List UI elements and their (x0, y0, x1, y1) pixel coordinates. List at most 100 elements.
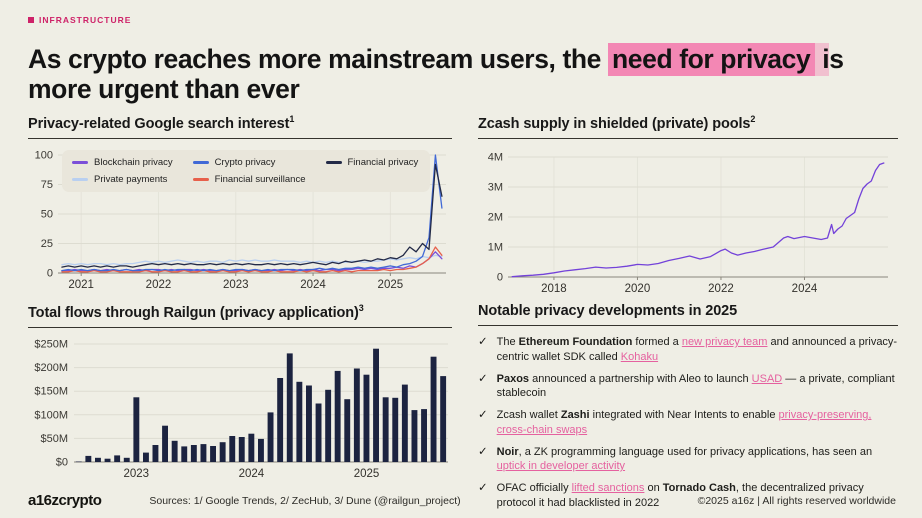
check-icon: ✓ (478, 482, 488, 495)
legend-label: Financial surveillance (214, 174, 306, 185)
svg-text:$200M: $200M (34, 362, 68, 374)
svg-text:75: 75 (41, 179, 53, 191)
title-pre: As crypto reaches more mainstream users,… (28, 44, 608, 74)
notable-text-segment: Noir (496, 445, 519, 458)
notable-item-text: Zcash wallet Zashi integrated with Near … (497, 408, 898, 437)
notable-text-segment: and announced a privacy-centric wallet S… (496, 336, 898, 363)
svg-text:$250M: $250M (34, 338, 68, 350)
legend-item: Financial privacy (325, 157, 418, 168)
search-interest-legend: Blockchain privacy Crypto privacy Financia… (62, 150, 431, 192)
railgun-chart: $0 $50M $100M $150M $200M $250M 2023 2024 2025 (34, 338, 448, 480)
legend-swatch-icon (72, 160, 88, 165)
svg-text:2023: 2023 (124, 468, 150, 480)
footnote-2: 2 (750, 114, 756, 124)
search-interest-chart: 0 25 50 75 100 2021 2022 2023 2024 2025 (35, 149, 446, 291)
zcash-title: Zcash supply in shielded (private) pools… (478, 114, 756, 132)
eyebrow: INFRASTRUCTURE (28, 15, 131, 25)
notable-item-text: Paxos announced a partnership with Aleo … (497, 372, 898, 401)
page-title: As crypto reaches more mainstream users,… (28, 43, 902, 105)
legend-item: Crypto privacy (192, 157, 306, 168)
svg-text:2021: 2021 (68, 279, 94, 291)
legend-label: Blockchain privacy (94, 157, 173, 168)
divider (478, 325, 898, 326)
svg-text:1M: 1M (488, 241, 503, 253)
notable-text-segment: announced a partnership with Aleo to lau… (529, 372, 752, 385)
svg-text:$100M: $100M (34, 409, 68, 421)
eyebrow-label: INFRASTRUCTURE (39, 15, 132, 25)
svg-text:100: 100 (35, 149, 53, 161)
svg-text:3M: 3M (488, 181, 503, 193)
svg-text:$50M: $50M (40, 433, 68, 445)
notable-text-segment: Tornado Cash (662, 482, 736, 495)
title-highlight: need for privacy (607, 43, 816, 76)
railgun-title: Total flows through Railgun (privacy app… (28, 303, 364, 321)
notable-item: ✓ Zcash wallet Zashi integrated with Near… (478, 408, 898, 437)
notable-text-segment: formed a (632, 336, 682, 348)
notable-link[interactable]: lifted sanctions (571, 482, 645, 495)
svg-text:2022: 2022 (708, 283, 734, 295)
notable-text-segment: The (496, 336, 519, 348)
notable-text-segment: OFAC officially (496, 482, 572, 495)
svg-text:25: 25 (41, 238, 53, 250)
legend-item: Private payments (72, 174, 173, 185)
zcash-chart: 0 1M 2M 3M 4M 2018 2020 2022 2024 (488, 151, 888, 295)
svg-text:2023: 2023 (223, 279, 249, 291)
notable-link[interactable]: USAD (751, 372, 783, 385)
notable-item-text: Noir, a ZK programming language used for… (497, 445, 898, 474)
footer: a16zcrypto Sources: 1/ Google Trends, 2/… (28, 492, 896, 509)
svg-text:2025: 2025 (378, 279, 404, 291)
panel-railgun: Total flows through Railgun (privacy app… (28, 303, 452, 482)
legend-swatch-icon (325, 160, 342, 165)
notable-item-text: The Ethereum Foundation formed a new pri… (497, 335, 898, 364)
notable-item: ✓ OFAC officially lifted sanctions on Tor… (478, 481, 898, 510)
divider (478, 137, 898, 139)
notable-text-segment: integrated with Near Intents to enable (589, 409, 779, 422)
svg-text:4M: 4M (488, 151, 503, 163)
copyright-text: ©2025 a16z | All rights reserved worldwi… (697, 494, 896, 507)
sources-text: Sources: 1/ Google Trends, 2/ ZecHub, 3/… (149, 494, 461, 507)
legend-label: Private payments (94, 174, 168, 185)
footnote-3: 3 (358, 303, 364, 313)
notable-link[interactable]: privacy-preserving, cross-chain swaps (496, 409, 872, 436)
svg-text:2020: 2020 (625, 283, 651, 295)
check-icon: ✓ (478, 372, 488, 385)
svg-text:2M: 2M (488, 211, 503, 223)
title-post: is more urgent than ever (28, 44, 844, 105)
notable-text-segment: Zashi (560, 409, 590, 422)
legend-item: Blockchain privacy (72, 157, 173, 168)
search-interest-title: Privacy-related Google search interest1 (28, 114, 295, 132)
notable-text-segment: — a private, compliant stablecoin (496, 372, 895, 400)
svg-text:2024: 2024 (239, 468, 265, 480)
notable-text-segment: Paxos (496, 372, 530, 385)
svg-text:0: 0 (47, 267, 53, 279)
panel-notable-developments: Notable privacy developments in 2025 ✓ Th… (478, 303, 898, 518)
svg-text:2025: 2025 (354, 468, 380, 480)
svg-text:2022: 2022 (146, 279, 172, 291)
check-icon: ✓ (478, 336, 488, 348)
svg-text:2024: 2024 (792, 283, 818, 295)
notable-text-segment: , a ZK programming language used for pri… (518, 445, 873, 458)
notable-link[interactable]: new privacy team (681, 336, 768, 348)
legend-swatch-icon (72, 177, 88, 182)
legend-label: Crypto privacy (214, 157, 276, 168)
svg-text:2024: 2024 (300, 279, 326, 291)
footnote-1: 1 (289, 114, 295, 124)
notable-title: Notable privacy developments in 2025 (478, 303, 738, 319)
divider (28, 326, 452, 328)
panel-search-interest: Privacy-related Google search interest1 … (28, 114, 452, 293)
notable-item: ✓ Noir, a ZK programming language used fo… (478, 445, 898, 474)
notable-list: ✓ The Ethereum Foundation formed a new pr… (478, 335, 898, 510)
svg-text:50: 50 (41, 208, 53, 220)
svg-text:2018: 2018 (541, 283, 567, 295)
notable-item: ✓ The Ethereum Foundation formed a new pr… (478, 335, 898, 364)
legend-swatch-icon (192, 177, 209, 182)
divider (28, 137, 452, 139)
check-icon: ✓ (478, 409, 488, 422)
notable-link[interactable]: Kohaku (620, 350, 659, 363)
notable-item-text: OFAC officially lifted sanctions on Torn… (497, 481, 898, 510)
notable-link[interactable]: uptick in developer activity (496, 460, 626, 473)
notable-text-segment: Ethereum Foundation (518, 336, 633, 348)
panel-zcash: Zcash supply in shielded (private) pools… (478, 114, 898, 301)
legend-swatch-icon (192, 160, 209, 165)
